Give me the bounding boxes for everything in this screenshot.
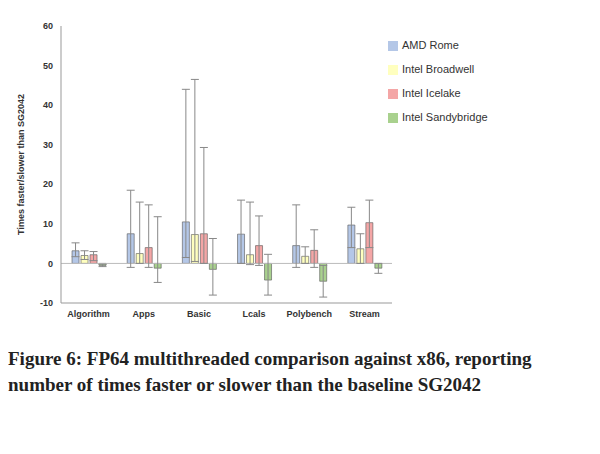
html-text:Intel Icelake: Intel Icelake: [402, 87, 461, 99]
svg-text:Apps: Apps: [133, 309, 156, 319]
html-text:Figure 6: FP64 multithreaded c: Figure 6: FP64 multithreaded comparison …: [8, 348, 532, 395]
svg-text:30: 30: [43, 140, 53, 150]
svg-text:-10: -10: [40, 298, 53, 308]
html-text:Intel Broadwell: Intel Broadwell: [402, 63, 475, 75]
svg-text:Lcals: Lcals: [243, 309, 266, 319]
svg-text:Basic: Basic: [187, 309, 211, 319]
svg-text:60: 60: [43, 21, 53, 31]
svg-text:20: 20: [43, 179, 53, 189]
svg-text:Times faster/slower than SG204: Times faster/slower than SG2042: [16, 94, 26, 235]
svg-text:10: 10: [43, 219, 53, 229]
svg-text:50: 50: [43, 61, 53, 71]
svg-text:Stream: Stream: [349, 309, 380, 319]
svg-text:40: 40: [43, 100, 53, 110]
html-text:AMD Rome: AMD Rome: [402, 39, 459, 51]
svg-text:Polybench: Polybench: [286, 309, 332, 319]
html-text:Intel Sandybridge: Intel Sandybridge: [402, 111, 488, 123]
svg-text:0: 0: [48, 259, 53, 269]
svg-text:Algorithm: Algorithm: [67, 309, 110, 319]
